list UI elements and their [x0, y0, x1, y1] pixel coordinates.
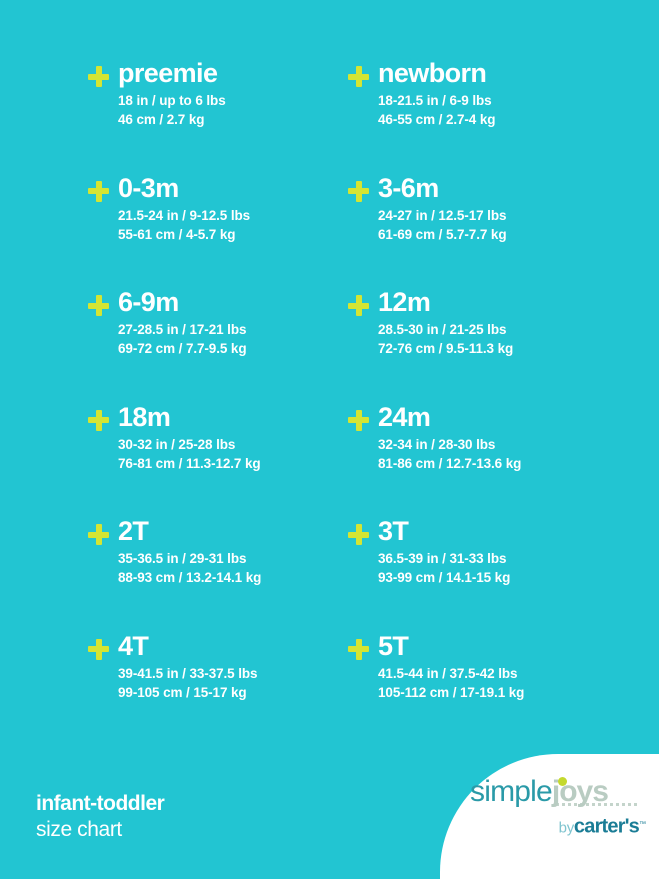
size-measurement-metric: 55-61 cm / 4-5.7 kg	[118, 226, 236, 242]
size-entry-2t: 2T 35-36.5 in / 29-31 lbs 88-93 cm / 13.…	[88, 516, 348, 631]
logo-stitch-icon	[556, 803, 640, 806]
size-measurement-metric: 88-93 cm / 13.2-14.1 kg	[118, 570, 262, 585]
plus-icon	[88, 180, 109, 202]
size-entry-4t: 4T 39-41.5 in / 33-37.5 lbs 99-105 cm / …	[88, 631, 348, 746]
size-label: 0-3m	[118, 172, 179, 203]
size-entry-5t: 5T 41.5-44 in / 37.5-42 lbs 105-112 cm /…	[348, 631, 608, 746]
size-label: 24m	[378, 401, 431, 432]
brand-logo-wordmark: simplejoys	[470, 776, 646, 808]
plus-icon	[348, 409, 369, 431]
brand-logo-byline: bycarter's™	[470, 815, 646, 838]
size-entry-0-3m: 0-3m 21.5-24 in / 9-12.5 lbs 55-61 cm / …	[88, 173, 348, 288]
size-label: 2T	[118, 516, 149, 546]
size-label: preemie	[118, 58, 218, 88]
size-measurement-metric: 72-76 cm / 9.5-11.3 kg	[378, 341, 514, 356]
size-entry-3-6m: 3-6m 24-27 in / 12.5-17 lbs 61-69 cm / 5…	[348, 173, 608, 288]
size-measurement-metric: 61-69 cm / 5.7-7.7 kg	[378, 226, 507, 242]
size-measurement-metric: 99-105 cm / 15-17 kg	[118, 684, 247, 700]
size-entry-3t: 3T 36.5-39 in / 31-33 lbs 93-99 cm / 14.…	[348, 516, 608, 631]
page-title-main: infant-toddler	[36, 792, 165, 815]
plus-icon	[348, 638, 369, 660]
trademark-icon: ™	[639, 821, 646, 828]
size-measurement-imperial: 35-36.5 in / 29-31 lbs	[118, 551, 247, 566]
size-measurement-imperial: 18-21.5 in / 6-9 lbs	[378, 93, 492, 108]
size-entry-24m: 24m 32-34 in / 28-30 lbs 81-86 cm / 12.7…	[348, 402, 608, 517]
size-measurement-metric: 46-55 cm / 2.7-4 kg	[378, 112, 496, 127]
size-label: 18m	[118, 401, 171, 432]
size-measurement-imperial: 36.5-39 in / 31-33 lbs	[378, 551, 507, 566]
size-measurement-imperial: 21.5-24 in / 9-12.5 lbs	[118, 207, 251, 223]
size-entry-6-9m: 6-9m 27-28.5 in / 17-21 lbs 69-72 cm / 7…	[88, 287, 348, 402]
plus-icon	[88, 295, 109, 316]
size-measurement-imperial: 30-32 in / 25-28 lbs	[118, 436, 236, 452]
size-label: 3-6m	[378, 172, 439, 203]
page-title: infant-toddler size chart	[36, 791, 165, 843]
size-measurement-imperial: 27-28.5 in / 17-21 lbs	[118, 322, 247, 337]
size-measurement-imperial: 28.5-30 in / 21-25 lbs	[378, 322, 507, 337]
brand-logo-by: by	[558, 819, 575, 837]
brand-logo: simplejoys bycarter's™	[470, 776, 646, 838]
plus-icon	[88, 409, 109, 431]
size-label: newborn	[378, 58, 487, 88]
size-label: 4T	[118, 630, 149, 661]
size-entry-newborn: newborn 18-21.5 in / 6-9 lbs 46-55 cm / …	[348, 58, 608, 173]
size-measurement-imperial: 41.5-44 in / 37.5-42 lbs	[378, 665, 518, 681]
size-measurement-metric: 93-99 cm / 14.1-15 kg	[378, 570, 511, 585]
size-measurement-imperial: 24-27 in / 12.5-17 lbs	[378, 207, 507, 223]
plus-icon	[348, 66, 369, 87]
size-label: 5T	[378, 630, 409, 661]
plus-icon	[88, 524, 109, 545]
size-measurement-metric: 105-112 cm / 17-19.1 kg	[378, 684, 525, 700]
plus-icon	[348, 524, 369, 545]
brand-logo-simple: simple	[470, 775, 553, 808]
page-title-sub: size chart	[36, 818, 122, 841]
plus-icon	[348, 295, 369, 316]
size-measurement-metric: 81-86 cm / 12.7-13.6 kg	[378, 455, 522, 471]
plus-icon	[348, 180, 369, 202]
size-label: 3T	[378, 516, 409, 546]
size-grid: preemie 18 in / up to 6 lbs 46 cm / 2.7 …	[88, 58, 608, 746]
size-measurement-metric: 46 cm / 2.7 kg	[118, 112, 205, 127]
size-label: 12m	[378, 287, 431, 317]
brand-logo-badge: simplejoys bycarter's™	[440, 754, 659, 879]
logo-dot-icon	[558, 777, 567, 786]
size-measurement-metric: 76-81 cm / 11.3-12.7 kg	[118, 455, 261, 471]
size-label: 6-9m	[118, 287, 179, 317]
plus-icon	[88, 638, 109, 660]
size-entry-12m: 12m 28.5-30 in / 21-25 lbs 72-76 cm / 9.…	[348, 287, 608, 402]
plus-icon	[88, 66, 109, 87]
brand-logo-carters: carter's	[573, 815, 640, 838]
size-measurement-metric: 69-72 cm / 7.7-9.5 kg	[118, 341, 247, 356]
size-entry-18m: 18m 30-32 in / 25-28 lbs 76-81 cm / 11.3…	[88, 402, 348, 517]
size-entry-preemie: preemie 18 in / up to 6 lbs 46 cm / 2.7 …	[88, 58, 348, 173]
size-measurement-imperial: 32-34 in / 28-30 lbs	[378, 436, 496, 452]
size-measurement-imperial: 18 in / up to 6 lbs	[118, 93, 226, 108]
size-measurement-imperial: 39-41.5 in / 33-37.5 lbs	[118, 665, 258, 681]
